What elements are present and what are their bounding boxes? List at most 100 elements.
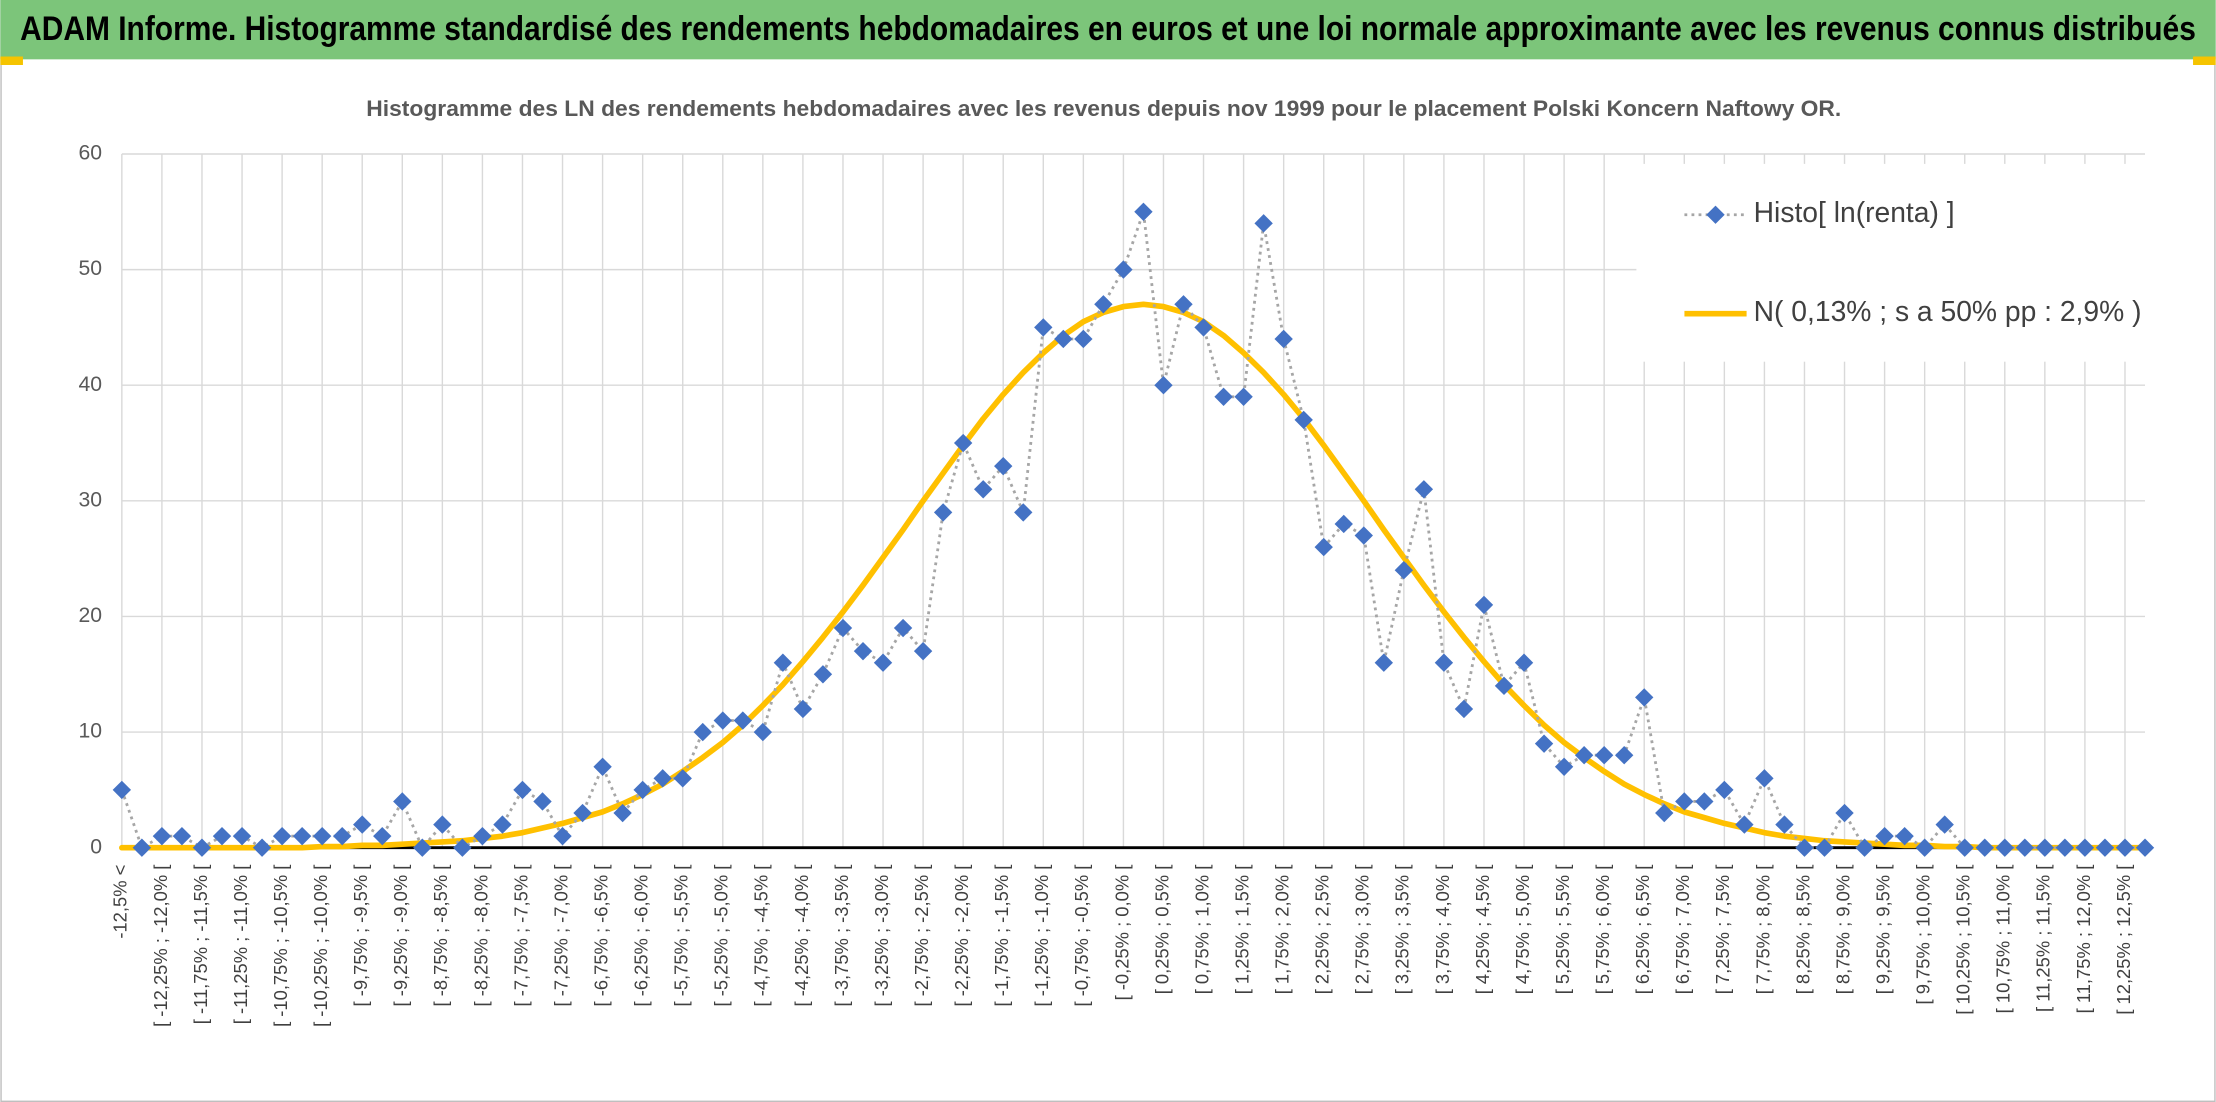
x-tick-label: [ -3,75% ; -3,5% [ [831, 865, 852, 1007]
x-tick-label: [ -8,75% ; -8,5% [ [430, 865, 451, 1007]
x-tick-label: [ 4,75% ; 5,0% [ [1512, 865, 1533, 995]
point [713, 711, 732, 730]
point [1514, 653, 1534, 672]
point [1695, 792, 1714, 811]
point [933, 503, 953, 522]
x-tick-label: [ -0,75% ; -0,5% [ [1071, 865, 1092, 1007]
point [1354, 526, 1373, 545]
x-tick-label: [ 2,75% ; 3,0% [ [1352, 865, 1373, 995]
point [1615, 746, 1634, 765]
point [493, 815, 512, 834]
point [1534, 734, 1554, 753]
point [1995, 838, 2014, 857]
point [292, 826, 312, 846]
point [1915, 838, 1934, 857]
y-tick-label: 40 [78, 373, 102, 396]
x-tick-label: [ 7,25% ; 7,5% [ [1712, 865, 1733, 995]
x-tick-label: [ 3,25% ; 3,5% [ [1392, 865, 1413, 995]
point [353, 815, 372, 834]
x-tick-label: [ -5,75% ; -5,5% [ [671, 865, 692, 1007]
point [813, 665, 833, 684]
point [232, 826, 252, 846]
x-tick-label: [ -2,75% ; -2,5% [ [911, 865, 932, 1007]
y-tick-label: 10 [78, 720, 102, 743]
point [633, 780, 652, 800]
point [953, 433, 973, 453]
point [1875, 826, 1894, 846]
point [1254, 214, 1273, 233]
point [1635, 688, 1654, 707]
x-tick-label: [ -6,25% ; -6,0% [ [631, 865, 652, 1007]
legend-marker [1706, 205, 1725, 224]
x-tick-label: [ 11,25% ; 11,5% [ [2033, 865, 2054, 1012]
point [974, 480, 993, 499]
legend-label: Histo[ ln(renta) ] [1754, 196, 1955, 228]
point [1655, 803, 1674, 823]
x-tick-label: [ -11,25% ; -11,0% [ [230, 865, 251, 1025]
x-tick-label: [ 3,75% ; 4,0% [ [1432, 865, 1453, 995]
x-tick-label: [ -11,75% ; -11,5% [ [190, 865, 211, 1025]
point [553, 826, 572, 846]
x-tick-label: [ 6,75% ; 7,0% [ [1672, 865, 1693, 995]
x-tick-label: [ 5,25% ; 5,5% [ [1552, 865, 1573, 995]
point [172, 826, 192, 846]
point [1755, 769, 1774, 788]
x-tick-label: [ 10,75% ; 11,0% [ [1993, 865, 2014, 1014]
point [1034, 318, 1053, 337]
x-tick-label: [ -10,75% ; -10,5% [ [270, 865, 291, 1027]
point [272, 826, 292, 846]
point [312, 826, 332, 846]
x-tick-label: [ -7,75% ; -7,5% [ [510, 865, 531, 1007]
point [333, 826, 352, 846]
point [1594, 746, 1614, 765]
point [473, 826, 492, 846]
point [413, 838, 432, 857]
x-tick-label: -12,5% < [110, 865, 131, 939]
point [793, 699, 813, 719]
point [1014, 503, 1033, 522]
point [893, 618, 913, 638]
x-tick-label: [ -3,25% ; -3,0% [ [871, 865, 892, 1007]
point [1715, 780, 1734, 800]
point [1374, 653, 1394, 672]
x-tick-label: [ 12,25% ; 12,5% [ [2113, 865, 2134, 1015]
legend-label: N( 0,13% ; s a 50% pp : 2,9% ) [1754, 295, 2142, 327]
point [833, 618, 853, 638]
header-title: ADAM Informe. Histogramme standardisé de… [20, 10, 2196, 48]
x-tick-label: [ -5,25% ; -5,0% [ [711, 865, 732, 1007]
point [593, 757, 612, 776]
x-tick-label: [ -1,75% ; -1,5% [ [991, 865, 1012, 1007]
point [1094, 295, 1113, 314]
legend-box [1636, 163, 2146, 362]
point [1214, 387, 1233, 406]
point [1855, 838, 1874, 857]
point [453, 838, 472, 857]
x-tick-label: [ -7,25% ; -7,0% [ [550, 865, 571, 1007]
x-tick-label: [ -0,25% ; 0,0% [ [1111, 865, 1132, 1001]
point [1194, 318, 1213, 337]
point [733, 711, 753, 730]
point [2055, 838, 2075, 857]
point [1735, 815, 1754, 834]
point [1054, 329, 1073, 349]
point [773, 653, 793, 672]
point [613, 803, 632, 823]
point [1394, 561, 1414, 580]
point [1294, 410, 1313, 430]
x-tick-label: [ 8,25% ; 8,5% [ [1792, 865, 1813, 995]
point [533, 792, 552, 811]
point [1775, 815, 1794, 834]
x-tick-label: [ 1,25% ; 1,5% [ [1231, 865, 1252, 995]
y-tick-label: 60 [78, 142, 102, 165]
point [1074, 329, 1093, 349]
plot [112, 202, 2155, 857]
point [1134, 202, 1153, 221]
point [1414, 480, 1434, 499]
point [1274, 329, 1293, 349]
x-tick-label: [ 9,75% ; 10,0% [ [1913, 865, 1934, 1005]
point [873, 653, 893, 672]
y-tick-label: 50 [78, 257, 102, 280]
point [1174, 295, 1193, 314]
x-tick-label: [ 8,75% ; 9,0% [ [1832, 865, 1853, 995]
